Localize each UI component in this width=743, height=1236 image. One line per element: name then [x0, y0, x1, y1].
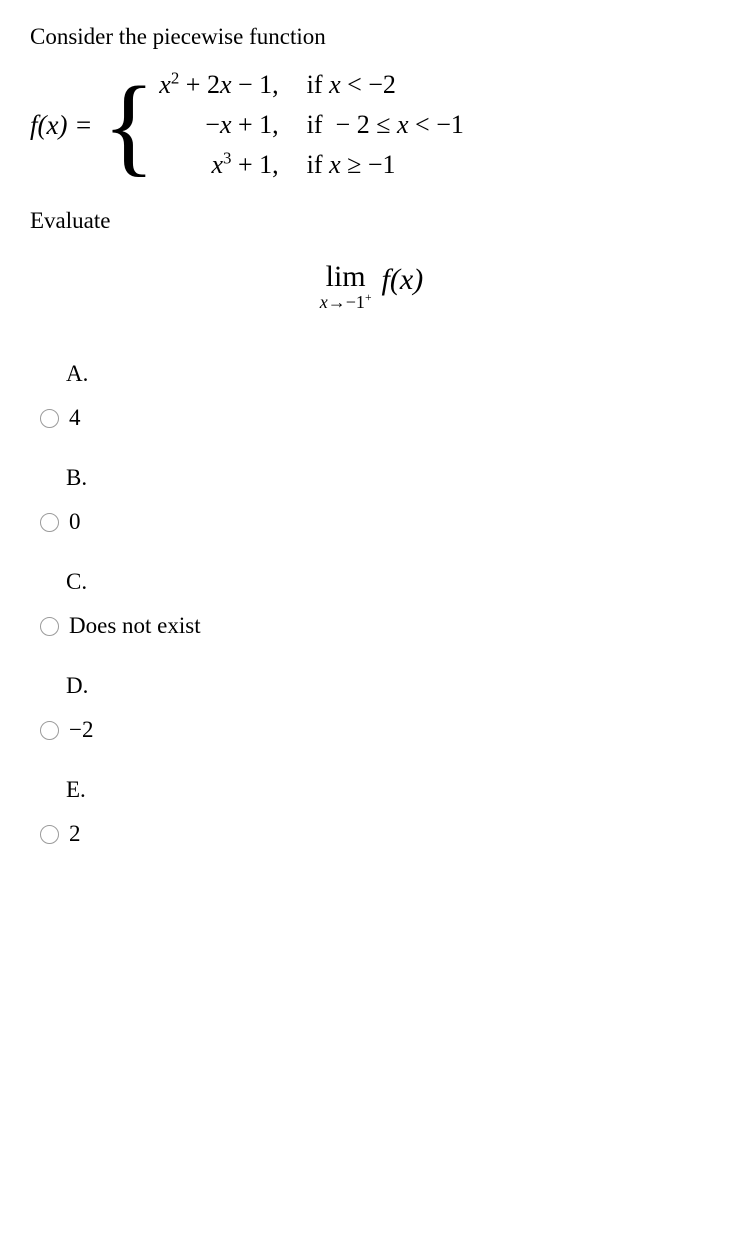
brace: { [102, 81, 155, 169]
option-c-value: Does not exist [69, 613, 201, 639]
option-c-radio[interactable] [40, 617, 59, 636]
option-d: D. −2 [30, 673, 713, 743]
option-b-letter: B. [66, 465, 713, 491]
fx-label: f(x) = [30, 110, 92, 141]
limit-expression: lim x→−1+ f(x) [30, 262, 713, 311]
option-e-radio[interactable] [40, 825, 59, 844]
option-d-letter: D. [66, 673, 713, 699]
option-e: E. 2 [30, 777, 713, 847]
option-e-value: 2 [69, 821, 81, 847]
case-2-cond: if − 2 ≤ x < −1 [307, 110, 464, 140]
option-c: C. Does not exist [30, 569, 713, 639]
piecewise-function: f(x) = { x2 + 2x − 1, if x < −2 −x + 1, … [30, 70, 713, 180]
question-prompt: Consider the piecewise function [30, 24, 713, 50]
option-b-value: 0 [69, 509, 81, 535]
option-e-letter: E. [66, 777, 713, 803]
answer-options: A. 4 B. 0 C. Does not exist D. −2 E. 2 [30, 361, 713, 847]
lim-word: lim [326, 262, 366, 292]
option-a-radio[interactable] [40, 409, 59, 428]
lim-subscript: x→−1+ [320, 293, 372, 311]
case-1-cond: if x < −2 [307, 70, 464, 100]
option-a-value: 4 [69, 405, 81, 431]
case-2-expr: −x + 1, [159, 110, 278, 140]
option-a: A. 4 [30, 361, 713, 431]
cases-grid: x2 + 2x − 1, if x < −2 −x + 1, if − 2 ≤ … [159, 70, 464, 180]
case-1-expr: x2 + 2x − 1, [159, 70, 278, 100]
case-3-expr: x3 + 1, [159, 150, 278, 180]
case-3-cond: if x ≥ −1 [307, 150, 464, 180]
evaluate-label: Evaluate [30, 208, 713, 234]
lim-fx: f(x) [382, 262, 424, 297]
option-b-radio[interactable] [40, 513, 59, 532]
option-d-value: −2 [69, 717, 93, 743]
option-d-radio[interactable] [40, 721, 59, 740]
option-b: B. 0 [30, 465, 713, 535]
option-c-letter: C. [66, 569, 713, 595]
option-a-letter: A. [66, 361, 713, 387]
